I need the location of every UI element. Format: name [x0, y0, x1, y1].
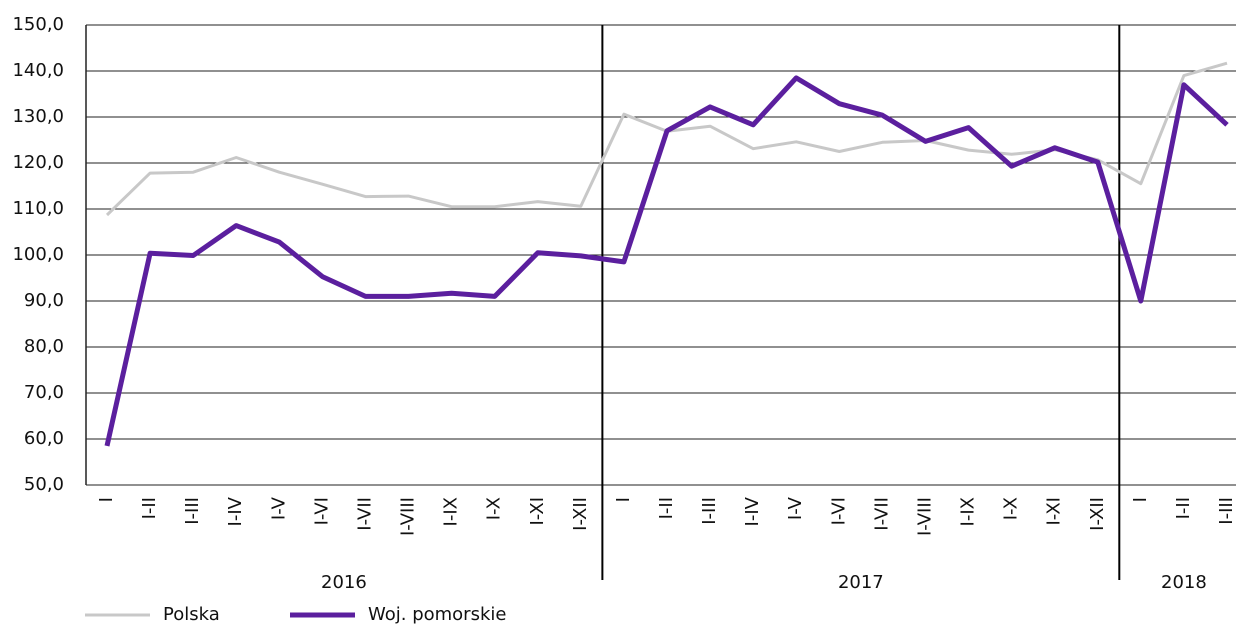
y-tick-label: 140,0	[12, 60, 64, 81]
y-tick-label: 110,0	[12, 198, 64, 219]
x-tick-label: I-VI	[311, 497, 332, 525]
group-label: 2016	[321, 572, 367, 593]
x-tick-label: I	[613, 497, 634, 502]
series-line	[105, 61, 1228, 217]
x-tick-label: I-XII	[570, 497, 591, 531]
y-tick-label: 100,0	[12, 244, 64, 265]
x-tick-label: I-X	[484, 497, 505, 520]
x-tick-label: I	[1130, 497, 1151, 502]
x-tick-label: I-III	[699, 497, 720, 525]
x-tick-label: I-IV	[225, 496, 246, 526]
y-tick-label: 50,0	[24, 474, 64, 495]
x-tick-label: I-V	[785, 496, 806, 520]
series-line	[104, 75, 1229, 447]
y-tick-label: 130,0	[12, 106, 64, 127]
x-tick-label: I-V	[268, 496, 289, 520]
x-tick-label: I-II	[656, 497, 677, 519]
x-tick-label: I-IV	[742, 496, 763, 526]
x-tick-label: I-II	[139, 497, 160, 519]
x-tick-label: I	[96, 497, 117, 502]
x-tick-label: I-III	[1216, 497, 1236, 525]
x-tick-label: I-X	[1001, 497, 1022, 520]
y-tick-label: 90,0	[24, 290, 64, 311]
x-tick-label: I-IX	[958, 497, 979, 526]
y-tick-label: 150,0	[12, 14, 64, 35]
x-tick-label: I-VIII	[398, 497, 419, 536]
x-tick-label: I-VI	[828, 497, 849, 525]
group-label: 2017	[838, 572, 884, 593]
y-tick-label: 60,0	[24, 428, 64, 449]
x-tick-label: I-VII	[871, 497, 892, 531]
x-tick-label: I-III	[182, 497, 203, 525]
x-tick-label: I-XI	[527, 497, 548, 526]
y-tick-label: 70,0	[24, 382, 64, 403]
x-tick-label: I-VII	[354, 497, 375, 531]
x-tick-label: I-XI	[1044, 497, 1065, 526]
x-tick-label: I-IX	[441, 497, 462, 526]
x-tick-label: I-XII	[1087, 497, 1108, 531]
y-tick-label: 80,0	[24, 336, 64, 357]
group-label: 2018	[1161, 572, 1207, 593]
x-tick-label: I-VIII	[914, 497, 935, 536]
y-tick-label: 120,0	[12, 152, 64, 173]
x-tick-label: I-II	[1173, 497, 1194, 519]
legend-label: Woj. pomorskie	[368, 604, 506, 625]
legend-label: Polska	[163, 604, 220, 625]
